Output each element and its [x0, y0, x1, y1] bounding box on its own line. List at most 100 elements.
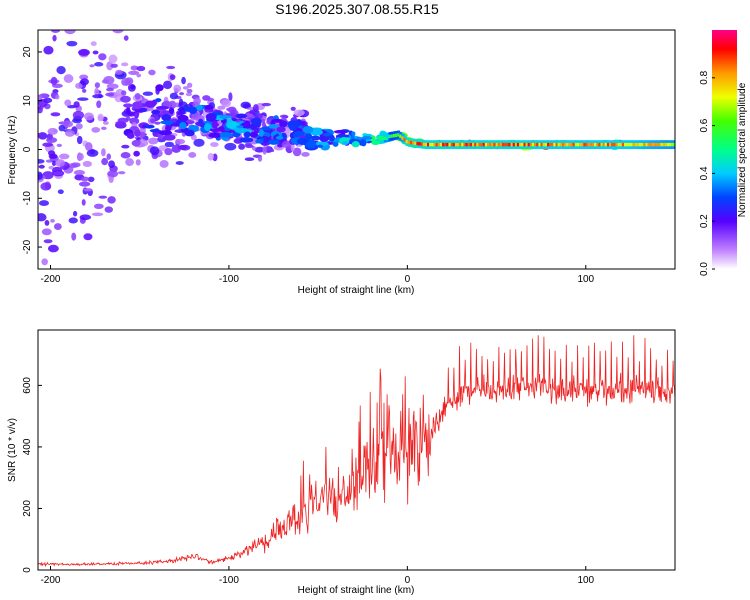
spectrogram-cell: [110, 63, 118, 68]
spectrogram-cell: [38, 200, 49, 207]
spectrogram-cell: [579, 142, 583, 147]
spectrogram-cell: [148, 137, 159, 145]
spectrogram-cell: [38, 213, 47, 222]
spectrogram-cell: [142, 91, 154, 96]
spectrogram-cell: [136, 73, 142, 78]
spectrogram-cell: [151, 99, 157, 106]
spectrogram-cell: [56, 66, 66, 75]
spectrogram-cell: [671, 142, 675, 147]
spectrogram-cell: [133, 150, 140, 157]
spectrogram-cell: [55, 94, 60, 100]
spectrogram-cell: [478, 142, 482, 147]
spectrogram-cell: [83, 112, 94, 121]
spectrogram-cell: [106, 153, 112, 160]
spectrogram-cell: [206, 97, 215, 102]
spectrogram-cell: [666, 142, 670, 147]
spectrogram-cell: [121, 62, 129, 67]
spectrogram-cell: [351, 131, 356, 137]
spectrogram-cell: [57, 189, 64, 195]
spectrogram-cell: [74, 13, 81, 22]
spectrogram-cell: [108, 176, 114, 183]
spectrogram-cell: [149, 146, 160, 156]
snr-x-label: Height of straight line (km): [298, 585, 415, 596]
spectrogram-cell: [394, 133, 398, 138]
spectrogram-cell: [561, 142, 565, 147]
spectrogram-cell: [322, 132, 332, 137]
spectrogram-cell: [361, 136, 373, 140]
spectrogram-cell: [94, 87, 100, 96]
spectrogram-cell: [159, 159, 169, 168]
spectrogram-cell: [85, 142, 93, 152]
spectrogram-cell: [166, 65, 176, 70]
spectrogram-cell: [140, 107, 148, 112]
spectrogram-cell: [212, 153, 218, 162]
spectrogram-cell: [497, 142, 501, 147]
spectrogram-cell: [651, 142, 655, 147]
spectrogram-cell: [75, 82, 83, 89]
spectrogram-cell: [98, 195, 108, 199]
spectrogram-cell: [155, 84, 164, 92]
spectrogram-cell: [38, 106, 43, 114]
spectrogram-cell: [268, 124, 279, 129]
spectrogram-cell: [546, 142, 550, 147]
spectrogram-cell: [218, 115, 233, 119]
spectrogram-cell: [239, 137, 254, 143]
spectrogram-cell: [48, 153, 58, 159]
spectrogram-cell: [46, 137, 58, 143]
spectrogram-cell: [429, 142, 433, 147]
spectrogram-cell: [53, 223, 62, 231]
spectrogram-cell: [660, 142, 664, 147]
spectrogram-cell: [226, 121, 240, 129]
spectrogram-cell: [510, 142, 514, 147]
spectrogram-cell: [149, 128, 160, 133]
spectrogram-cell: [179, 92, 185, 96]
spectrogram-cell: [250, 117, 262, 126]
spectrogram-cell: [525, 142, 529, 147]
spectrogram-cell: [101, 126, 107, 130]
spectrogram-cell: [76, 135, 83, 145]
spectrogram-cell: [551, 142, 555, 147]
spectrogram-cell: [115, 69, 123, 75]
spectrogram-cell: [495, 142, 499, 147]
spectrogram-cell: [301, 151, 310, 157]
spectrogram-cell: [444, 142, 448, 147]
spectrogram-y-tick-label: -20: [22, 239, 33, 254]
spectrogram-cell: [87, 176, 95, 183]
colorbar-tick-label: 0.2: [699, 214, 710, 228]
spectrogram-cell: [72, 210, 78, 217]
spectrogram-cell: [55, 159, 65, 167]
spectrogram-cell: [534, 142, 538, 147]
spectrogram-cell: [125, 158, 134, 166]
spectrogram-cell: [442, 142, 446, 147]
spectrogram-cell: [269, 148, 275, 153]
spectrogram-cell: [412, 141, 416, 145]
spectrogram-cell: [271, 118, 283, 123]
spectrogram-cell: [106, 61, 114, 71]
spectrogram-cell: [632, 142, 636, 147]
spectrogram-cell: [75, 123, 83, 130]
spectrogram-cell: [654, 142, 658, 147]
spectrogram-cell: [457, 142, 461, 147]
spectrogram-cell: [185, 120, 195, 125]
spectrogram-y-tick-label: 20: [22, 46, 33, 58]
spectrogram-cell: [392, 134, 396, 138]
spectrogram-cell: [544, 142, 548, 147]
spectrogram-cell: [572, 142, 576, 147]
spectrogram-cell: [472, 142, 476, 147]
spectrogram-cell: [155, 105, 170, 110]
spectrogram-cell: [79, 74, 89, 80]
spectrogram-cell: [390, 134, 394, 138]
spectrogram-cell: [52, 34, 57, 42]
spectrogram-cell: [81, 199, 86, 206]
spectrogram-cell: [129, 117, 140, 125]
spectrogram-cell: [587, 142, 591, 147]
spectrogram-cell: [566, 142, 570, 147]
spectrogram-cell: [108, 54, 118, 64]
spectrogram-cell: [78, 48, 90, 56]
spectrogram-cell: [117, 171, 126, 175]
spectrogram-cell: [171, 144, 181, 153]
spectrogram-cell: [224, 142, 237, 151]
spectrogram-cell: [162, 134, 176, 141]
spectrogram-cell: [332, 141, 339, 147]
spectrogram-cell: [360, 138, 367, 147]
